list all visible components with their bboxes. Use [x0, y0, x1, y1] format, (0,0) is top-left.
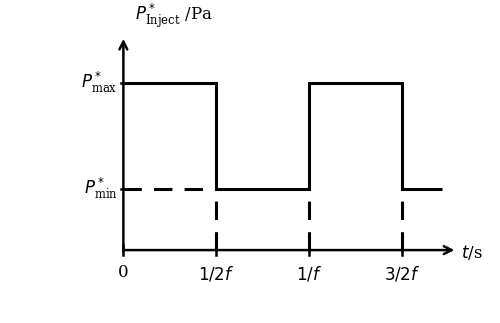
Text: $P^*_{\mathregular{max}}$: $P^*_{\mathregular{max}}$	[82, 70, 118, 96]
Text: $t$/s: $t$/s	[461, 243, 482, 262]
Text: $1/2f$: $1/2f$	[198, 264, 234, 283]
Text: $3/2f$: $3/2f$	[384, 264, 420, 283]
Text: 0: 0	[118, 264, 128, 281]
Text: $P^*_{\mathregular{Inject}}$ /Pa: $P^*_{\mathregular{Inject}}$ /Pa	[134, 2, 212, 30]
Text: $P^*_{\mathregular{min}}$: $P^*_{\mathregular{min}}$	[84, 176, 118, 202]
Text: $1/f$: $1/f$	[296, 264, 322, 283]
